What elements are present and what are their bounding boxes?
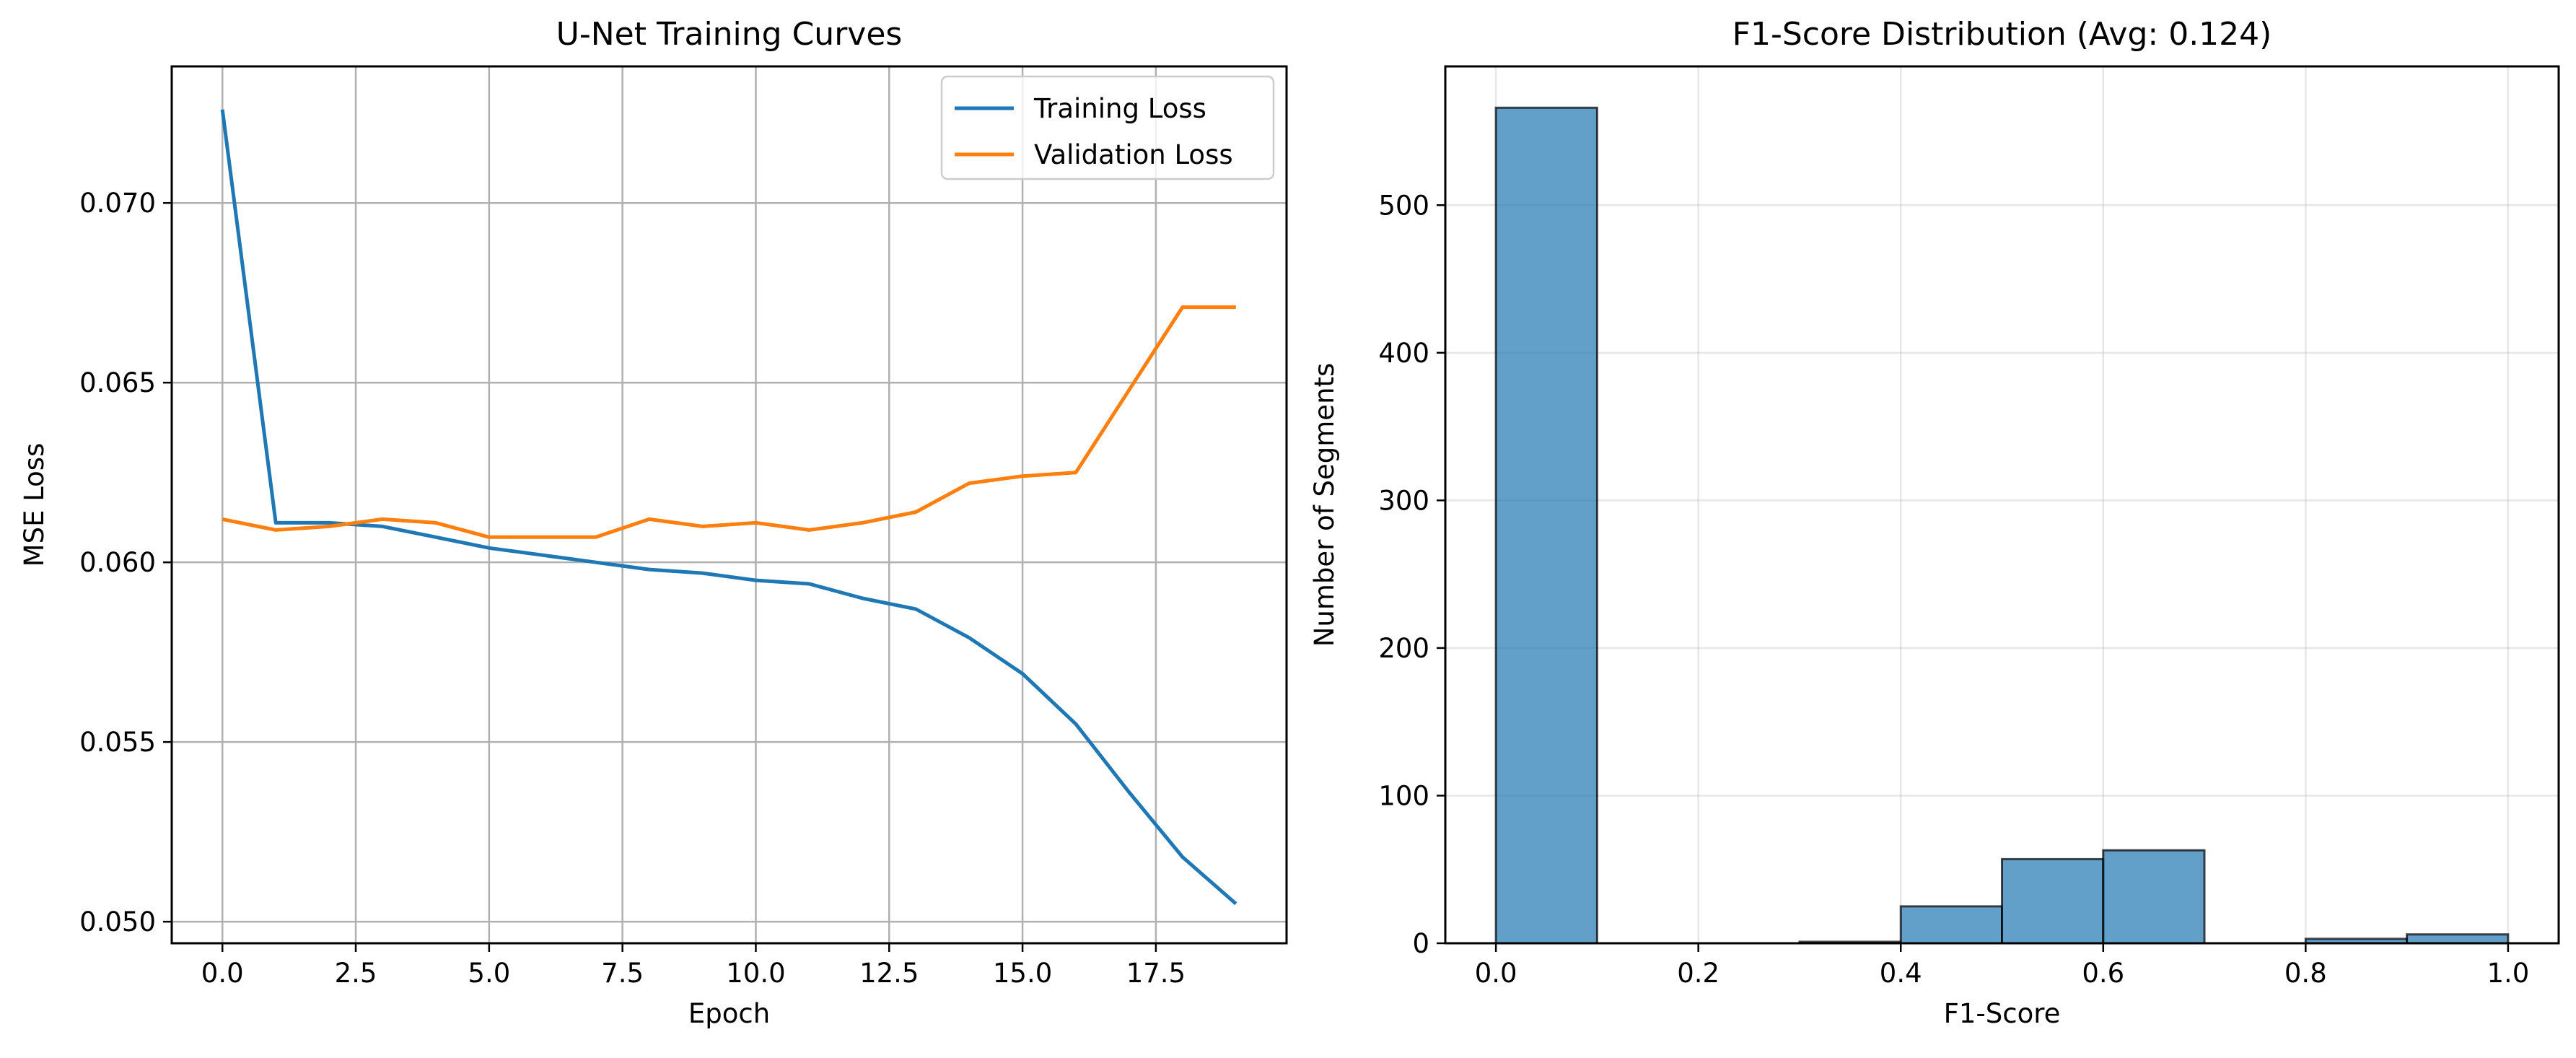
f1-distribution-title: F1-Score Distribution (Avg: 0.124): [1732, 16, 2272, 53]
f1-distribution-y-tick-label: 300: [1378, 485, 1429, 516]
training-curves-x-tick-label: 12.5: [859, 958, 919, 989]
f1-distribution-x-axis-label: F1-Score: [1944, 998, 2061, 1029]
legend-label-validation-loss: Validation Loss: [1034, 139, 1233, 170]
f1-distribution-x-tick-label: 0.2: [1677, 958, 1719, 989]
f1-distribution-y-tick-label: 0: [1412, 928, 1429, 959]
f1-distribution-chart: 0.0 0.2 0.4 0.6 0.8 1.0 0 100 200 300 400 500 F1-Sc…: [1309, 16, 2560, 1029]
training-curves-y-tick-label: 0.070: [79, 188, 156, 219]
f1-distribution-x-tick-label: 1.0: [2487, 958, 2529, 989]
legend-box: [940, 75, 1275, 180]
f1-distribution-y-tick-label: 100: [1378, 780, 1429, 811]
training-curves-x-axis-label: Epoch: [688, 998, 770, 1029]
f1-distribution-ticks: 0.0 0.2 0.4 0.6 0.8 1.0 0 100 200 300 400 500: [1378, 190, 2529, 989]
histogram-bar: [2001, 857, 2105, 945]
f1-distribution-axes-frame: [1444, 65, 2560, 945]
histogram-bar: [2102, 849, 2206, 945]
f1-distribution-x-tick-label: 0.8: [2284, 958, 2327, 989]
training-curves-grid: [172, 66, 1287, 943]
training-curves-legend: Training Loss Validation Loss: [940, 75, 1275, 180]
training-curves-chart: 0.0 2.5 5.0 7.5 10.0 12.5 15.0 17.5 0.050 0.055 0.…: [19, 16, 1288, 1029]
series-line-training-loss: [220, 109, 1237, 906]
training-curves-y-axis-label: MSE Loss: [19, 443, 50, 567]
f1-distribution-y-tick-label: 500: [1378, 190, 1429, 221]
legend-label-training-loss: Training Loss: [1033, 93, 1206, 124]
training-curves-x-tick-label: 7.5: [601, 958, 644, 989]
f1-distribution-x-tick-label: 0.6: [2082, 958, 2124, 989]
training-curves-y-tick-label: 0.060: [79, 547, 156, 578]
f1-distribution-bars: [1494, 106, 2510, 945]
training-curves-y-tick-label: 0.055: [79, 727, 156, 758]
training-curves-x-tick-label: 2.5: [335, 958, 377, 989]
training-curves-x-tick-label: 17.5: [1126, 958, 1186, 989]
training-curves-axes-frame: [170, 65, 1288, 945]
training-curves-y-tick-label: 0.050: [79, 906, 156, 937]
training-curves-x-tick-label: 15.0: [993, 958, 1052, 989]
training-curves-title: U-Net Training Curves: [556, 16, 903, 53]
training-curves-x-tick-label: 10.0: [726, 958, 785, 989]
training-curves-series: [220, 109, 1237, 906]
f1-distribution-x-tick-label: 0.4: [1880, 958, 1922, 989]
training-curves-x-tick-label: 0.0: [201, 958, 244, 989]
f1-distribution-y-tick-label: 200: [1378, 633, 1429, 664]
training-curves-x-tick-label: 5.0: [468, 958, 510, 989]
series-line-validation-loss: [222, 305, 1236, 539]
f1-distribution-y-axis-label: Number of Segments: [1309, 363, 1340, 647]
training-curves-ticks: 0.0 2.5 5.0 7.5 10.0 12.5 15.0 17.5 0.050 0.055 0.…: [79, 188, 1186, 989]
f1-distribution-x-tick-label: 0.0: [1475, 958, 1517, 989]
histogram-bar: [1494, 106, 1598, 945]
f1-distribution-y-tick-label: 400: [1378, 338, 1429, 369]
training-curves-y-tick-label: 0.065: [79, 367, 156, 398]
histogram-bar: [1899, 905, 2004, 945]
histogram-bar: [2406, 933, 2510, 945]
